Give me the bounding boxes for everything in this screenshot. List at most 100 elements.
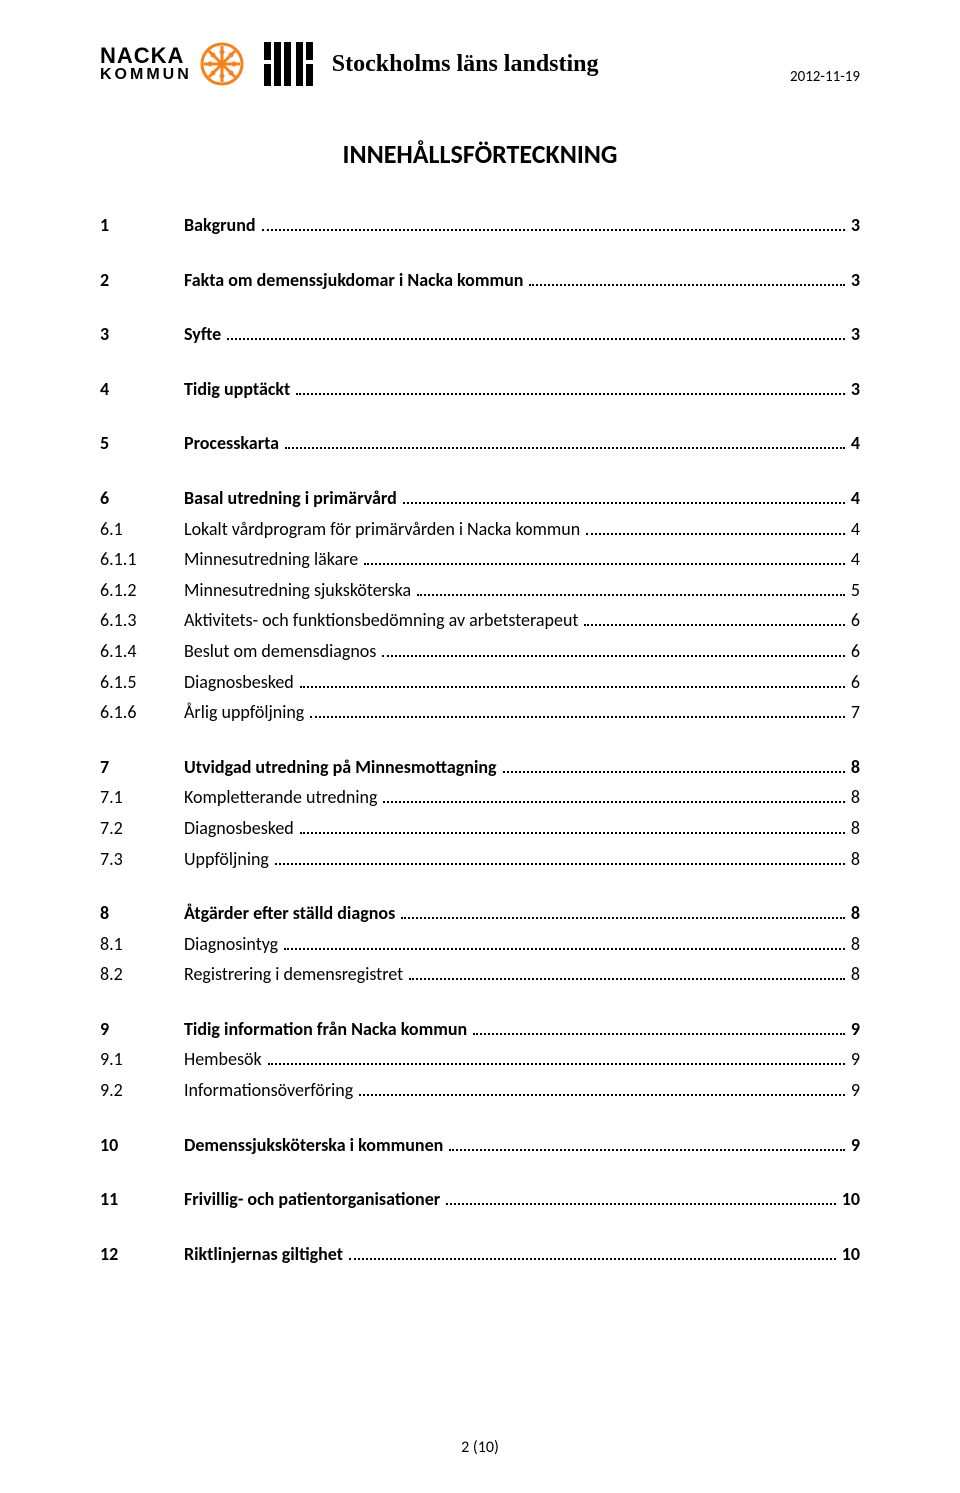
nacka-logo-line1: NACKA xyxy=(100,46,192,67)
page: NACKA KOMMUN xyxy=(0,0,960,1493)
toc-dots xyxy=(227,322,845,340)
toc-dots xyxy=(300,816,845,834)
toc-page: 4 xyxy=(851,544,860,575)
toc-group: 2Fakta om demenssjukdomar i Nacka kommun… xyxy=(100,265,860,296)
toc-dots xyxy=(310,700,845,718)
toc-dots xyxy=(584,608,844,626)
toc-group: 12Riktlinjernas giltighet 10 xyxy=(100,1239,860,1270)
toc-label: Informationsöverföring xyxy=(184,1075,353,1106)
toc-num: 7 xyxy=(100,752,184,783)
sll-logo-text: Stockholms läns landsting xyxy=(332,51,599,78)
toc-num: 8.2 xyxy=(100,959,184,990)
toc-label: Minnesutredning sjuksköterska xyxy=(184,575,411,606)
toc-row: 5Processkarta 4 xyxy=(100,428,860,459)
toc-dots xyxy=(300,670,845,688)
toc-page: 6 xyxy=(851,636,860,667)
toc-page: 10 xyxy=(842,1184,860,1215)
toc-group: 3Syfte 3 xyxy=(100,319,860,350)
toc-num: 7.1 xyxy=(100,782,184,813)
toc-row: 4Tidig upptäckt 3 xyxy=(100,374,860,405)
toc-label: Diagnosbesked xyxy=(184,813,294,844)
toc-label: Uppföljning xyxy=(184,844,269,875)
toc-group: 6Basal utredning i primärvård 46.1Lokalt… xyxy=(100,483,860,728)
toc-row: 2Fakta om demenssjukdomar i Nacka kommun… xyxy=(100,265,860,296)
toc-row: 6.1Lokalt vårdprogram för primärvården i… xyxy=(100,514,860,545)
toc-row: 8Åtgärder efter ställd diagnos 8 xyxy=(100,898,860,929)
nacka-logo-text: NACKA KOMMUN xyxy=(100,46,192,82)
toc-group: 10Demenssjuksköterska i kommunen 9 xyxy=(100,1130,860,1161)
toc-num: 4 xyxy=(100,374,184,405)
logos: NACKA KOMMUN xyxy=(100,40,599,88)
toc-num: 7.2 xyxy=(100,813,184,844)
nacka-logo: NACKA KOMMUN xyxy=(100,42,244,86)
toc-num: 8 xyxy=(100,898,184,929)
toc-dots xyxy=(417,578,845,596)
toc-dots xyxy=(446,1187,836,1205)
nacka-sun-icon xyxy=(200,42,244,86)
toc-label: Frivillig- och patientorganisationer xyxy=(184,1184,440,1215)
toc-dots xyxy=(268,1047,845,1065)
header-date: 2012-11-19 xyxy=(790,68,860,86)
toc-group: 9Tidig information från Nacka kommun 99.… xyxy=(100,1014,860,1106)
toc-num: 3 xyxy=(100,319,184,350)
toc-row: 7Utvidgad utredning på Minnesmottagning … xyxy=(100,752,860,783)
nacka-logo-line2: KOMMUN xyxy=(100,67,192,82)
toc-page: 7 xyxy=(851,697,860,728)
toc-dots xyxy=(473,1017,845,1035)
toc-num: 6.1.3 xyxy=(100,605,184,636)
page-title: INNEHÅLLSFÖRTECKNING xyxy=(100,138,860,170)
toc-dots xyxy=(503,755,845,773)
toc-row: 6.1.6Årlig uppföljning 7 xyxy=(100,697,860,728)
toc-num: 5 xyxy=(100,428,184,459)
toc-row: 7.3Uppföljning 8 xyxy=(100,844,860,875)
toc-page: 3 xyxy=(851,265,860,296)
toc-num: 6.1.4 xyxy=(100,636,184,667)
toc-row: 9.2Informationsöverföring 9 xyxy=(100,1075,860,1106)
toc-row: 6Basal utredning i primärvård 4 xyxy=(100,483,860,514)
toc-dots xyxy=(359,1078,845,1096)
page-footer: 2 (10) xyxy=(0,1438,960,1457)
toc-page: 8 xyxy=(851,959,860,990)
toc-dots xyxy=(275,847,845,865)
toc-page: 3 xyxy=(851,210,860,241)
toc-label: Riktlinjernas giltighet xyxy=(184,1239,343,1270)
toc-num: 6.1.6 xyxy=(100,697,184,728)
toc-num: 6.1.2 xyxy=(100,575,184,606)
toc-dots xyxy=(284,932,845,950)
toc-num: 6.1.1 xyxy=(100,544,184,575)
toc-num: 11 xyxy=(100,1184,184,1215)
toc-page: 6 xyxy=(851,667,860,698)
toc-label: Tidig upptäckt xyxy=(184,374,290,405)
toc-group: 5Processkarta 4 xyxy=(100,428,860,459)
toc-row: 6.1.2Minnesutredning sjuksköterska 5 xyxy=(100,575,860,606)
toc-label: Basal utredning i primärvård xyxy=(184,483,397,514)
toc-page: 9 xyxy=(851,1075,860,1106)
toc-label: Registrering i demensregistret xyxy=(184,959,403,990)
toc-num: 10 xyxy=(100,1130,184,1161)
toc-num: 2 xyxy=(100,265,184,296)
sll-icon xyxy=(262,40,322,88)
toc-page: 10 xyxy=(842,1239,860,1270)
toc-group: 7Utvidgad utredning på Minnesmottagning … xyxy=(100,752,860,874)
toc-dots xyxy=(586,517,845,535)
toc-row: 6.1.3Aktivitets- och funktionsbedömning … xyxy=(100,605,860,636)
toc-num: 12 xyxy=(100,1239,184,1270)
toc-dots xyxy=(383,785,844,803)
toc-row: 9Tidig information från Nacka kommun 9 xyxy=(100,1014,860,1045)
toc-row: 12Riktlinjernas giltighet 10 xyxy=(100,1239,860,1270)
sll-logo: Stockholms läns landsting xyxy=(262,40,599,88)
toc-page: 4 xyxy=(851,483,860,514)
toc-row: 10Demenssjuksköterska i kommunen 9 xyxy=(100,1130,860,1161)
toc-row: 6.1.5Diagnosbesked 6 xyxy=(100,667,860,698)
toc-dots xyxy=(285,431,845,449)
toc-dots xyxy=(529,268,844,286)
toc-page: 4 xyxy=(851,428,860,459)
toc-label: Fakta om demenssjukdomar i Nacka kommun xyxy=(184,265,523,296)
toc-row: 8.1Diagnosintyg 8 xyxy=(100,929,860,960)
toc-label: Beslut om demensdiagnos xyxy=(184,636,376,667)
toc-label: Åtgärder efter ställd diagnos xyxy=(184,898,395,929)
toc-num: 9.1 xyxy=(100,1044,184,1075)
toc-group: 1Bakgrund 3 xyxy=(100,210,860,241)
toc-page: 8 xyxy=(851,898,860,929)
toc-dots xyxy=(349,1242,836,1260)
